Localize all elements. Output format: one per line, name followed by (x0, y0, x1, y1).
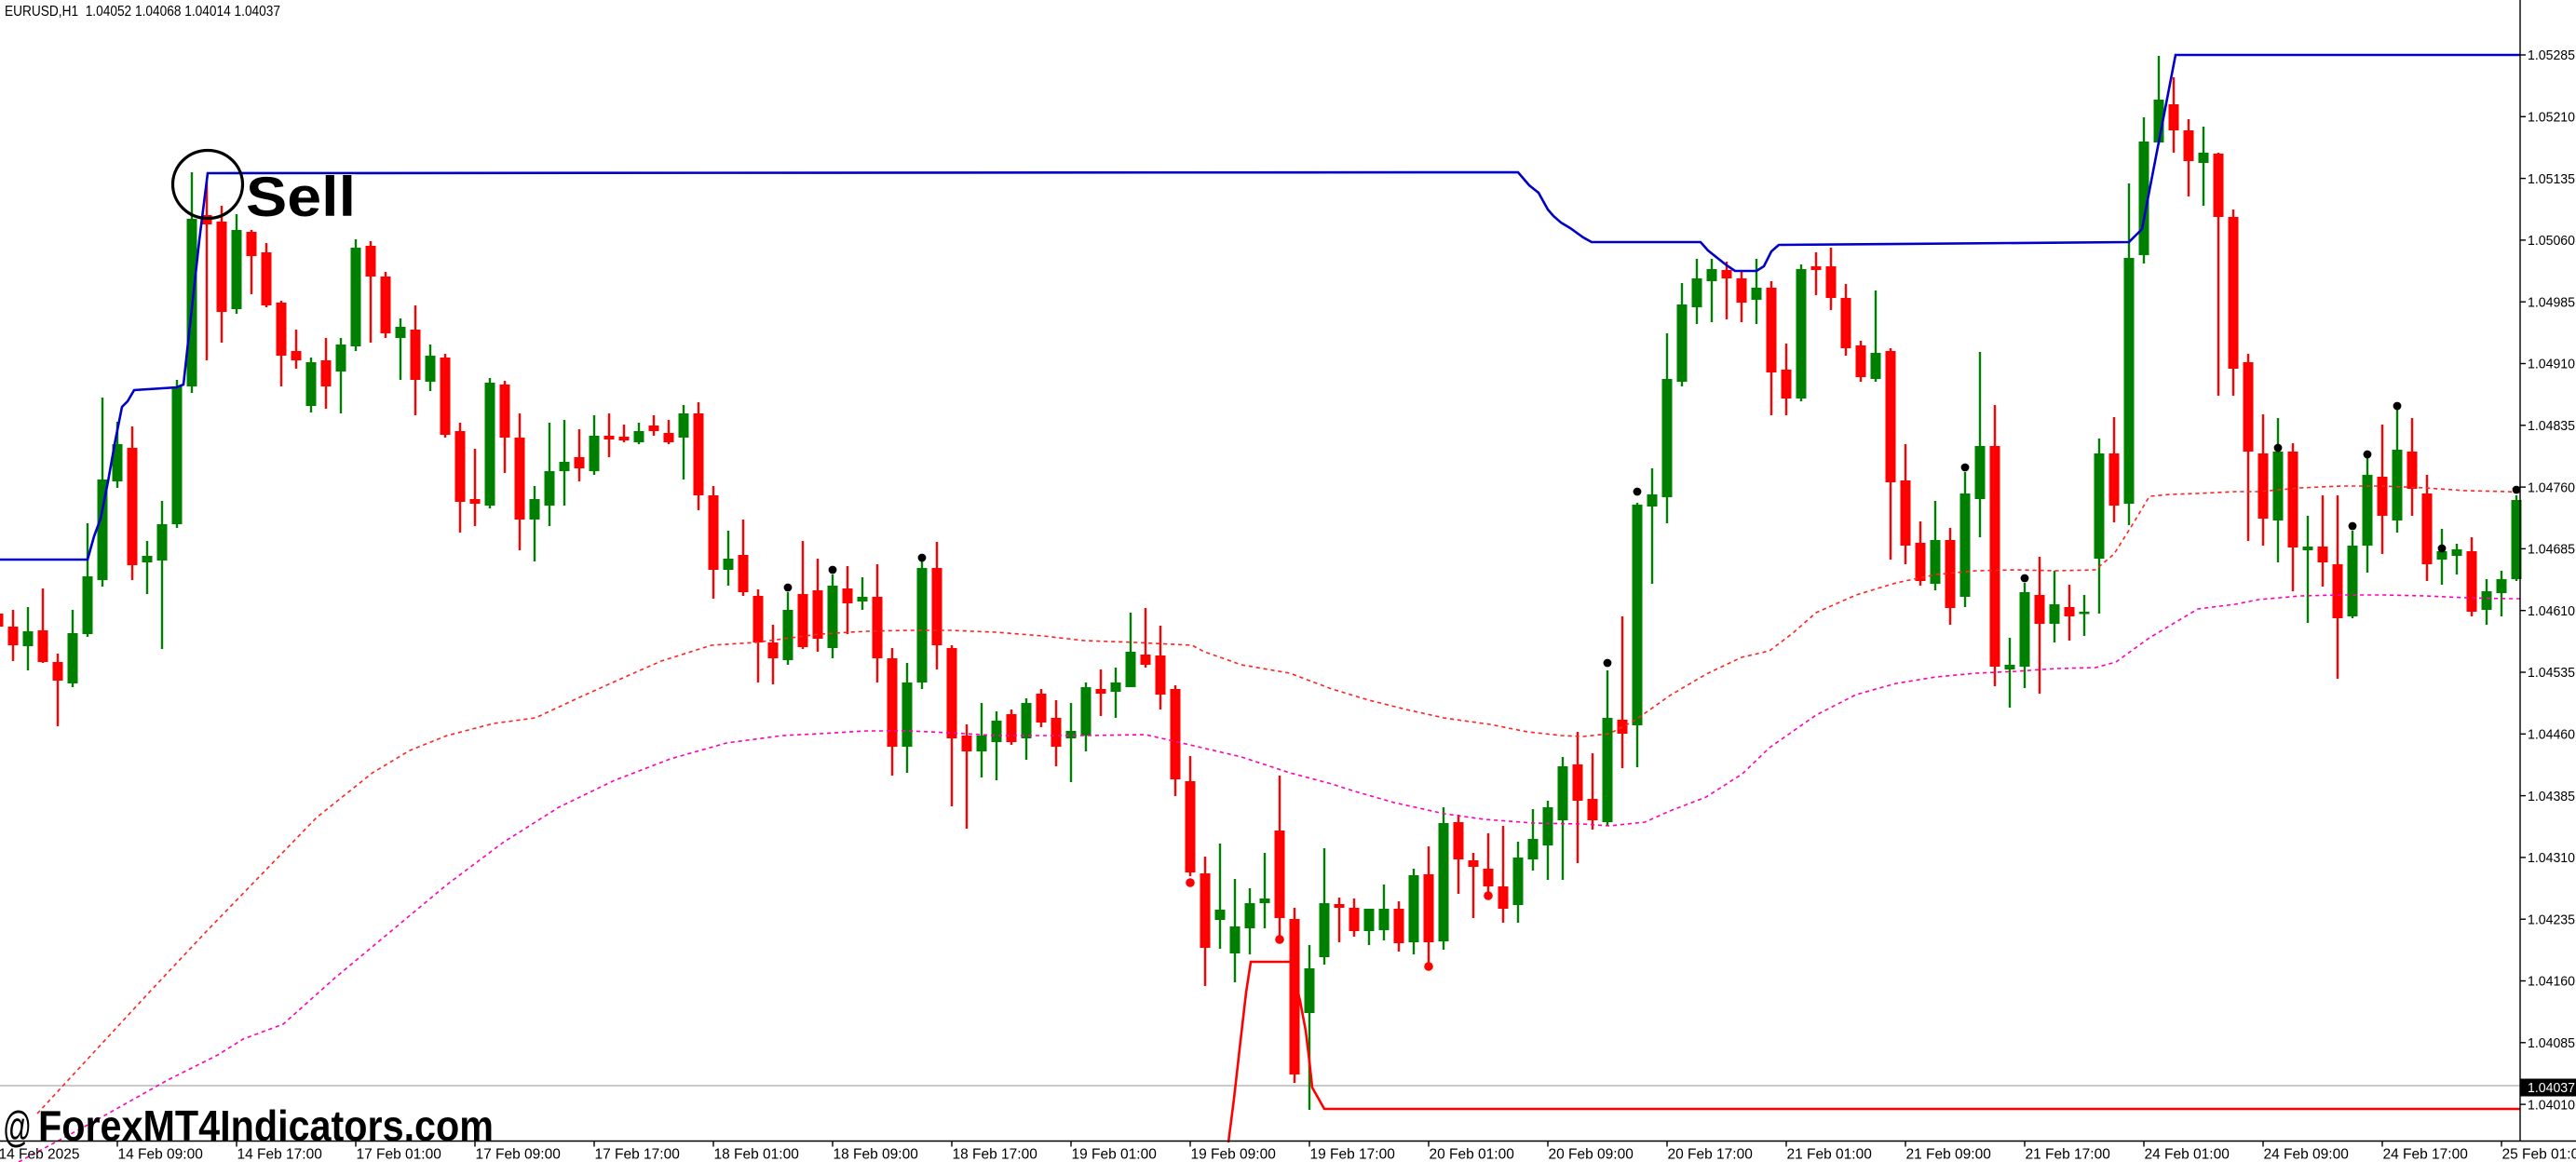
svg-text:20 Feb 01:00: 20 Feb 01:00 (1430, 1147, 1515, 1162)
svg-text:1.05135: 1.05135 (2528, 172, 2575, 187)
svg-text:1.04010: 1.04010 (2528, 1098, 2575, 1113)
svg-text:1.04235: 1.04235 (2528, 912, 2575, 927)
svg-text:1.04610: 1.04610 (2528, 604, 2575, 619)
svg-text:18 Feb 01:00: 18 Feb 01:00 (714, 1147, 800, 1162)
svg-text:20 Feb 17:00: 20 Feb 17:00 (1668, 1147, 1754, 1162)
svg-text:19 Feb 01:00: 19 Feb 01:00 (1072, 1147, 1158, 1162)
svg-text:17 Feb 17:00: 17 Feb 17:00 (595, 1147, 681, 1162)
svg-text:24 Feb 01:00: 24 Feb 01:00 (2145, 1147, 2230, 1162)
svg-text:25 Feb 01:00: 25 Feb 01:00 (2502, 1147, 2576, 1162)
svg-text:1.04160: 1.04160 (2528, 975, 2575, 990)
svg-text:14 Feb 2025: 14 Feb 2025 (0, 1147, 80, 1162)
svg-text:1.04037: 1.04037 (2528, 1081, 2575, 1096)
svg-text:1.04385: 1.04385 (2528, 790, 2575, 804)
svg-text:@: @ (3, 1102, 32, 1151)
svg-text:ForexMT4Indicators.com: ForexMT4Indicators.com (38, 1101, 494, 1150)
svg-text:Sell: Sell (246, 166, 356, 228)
svg-text:1.05285: 1.05285 (2528, 48, 2575, 63)
svg-text:17 Feb 01:00: 17 Feb 01:00 (357, 1147, 442, 1162)
svg-text:1.04985: 1.04985 (2528, 295, 2575, 310)
svg-text:1.05210: 1.05210 (2528, 111, 2575, 126)
svg-text:1.04535: 1.04535 (2528, 666, 2575, 681)
svg-text:24 Feb 17:00: 24 Feb 17:00 (2383, 1147, 2469, 1162)
svg-text:20 Feb 09:00: 20 Feb 09:00 (1549, 1147, 1634, 1162)
svg-text:19 Feb 17:00: 19 Feb 17:00 (1310, 1147, 1396, 1162)
svg-text:1.04085: 1.04085 (2528, 1036, 2575, 1051)
svg-text:1.04760: 1.04760 (2528, 480, 2575, 495)
svg-text:EURUSD,H1 1.04052 1.04068 1.0: EURUSD,H1 1.04052 1.04068 1.04014 1.0403… (5, 4, 280, 20)
svg-text:18 Feb 17:00: 18 Feb 17:00 (953, 1147, 1038, 1162)
svg-text:1.04685: 1.04685 (2528, 543, 2575, 558)
svg-text:1.04310: 1.04310 (2528, 851, 2575, 866)
svg-text:14 Feb 09:00: 14 Feb 09:00 (118, 1147, 204, 1162)
svg-text:1.04460: 1.04460 (2528, 728, 2575, 743)
svg-text:1.05060: 1.05060 (2528, 234, 2575, 249)
svg-text:1.04835: 1.04835 (2528, 419, 2575, 434)
svg-text:17 Feb 09:00: 17 Feb 09:00 (476, 1147, 562, 1162)
svg-text:14 Feb 17:00: 14 Feb 17:00 (237, 1147, 323, 1162)
svg-text:1.04910: 1.04910 (2528, 358, 2575, 372)
svg-text:21 Feb 01:00: 21 Feb 01:00 (1787, 1147, 1873, 1162)
svg-text:21 Feb 09:00: 21 Feb 09:00 (1906, 1147, 1992, 1162)
svg-text:24 Feb 09:00: 24 Feb 09:00 (2264, 1147, 2350, 1162)
svg-text:21 Feb 17:00: 21 Feb 17:00 (2026, 1147, 2111, 1162)
svg-text:18 Feb 09:00: 18 Feb 09:00 (834, 1147, 919, 1162)
svg-text:19 Feb 09:00: 19 Feb 09:00 (1191, 1147, 1277, 1162)
